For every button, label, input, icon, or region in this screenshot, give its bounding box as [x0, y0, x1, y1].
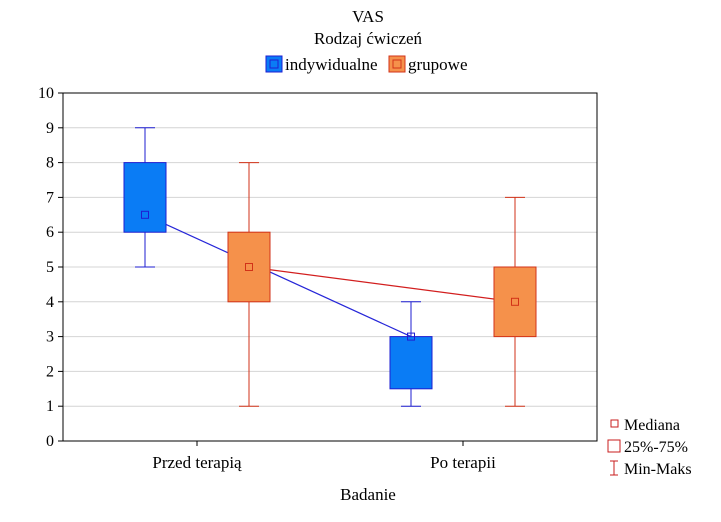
stat-legend: Mediana 25%-75% Min-Maks: [607, 417, 692, 478]
median-marker-indywidualne: [407, 332, 415, 341]
legend-swatch-grupowe: [388, 55, 406, 73]
minmax-legend-icon: [610, 460, 618, 476]
median-marker-grupowe: [511, 297, 519, 306]
y-tick-label: 3: [46, 329, 54, 346]
legend-label-indywidualne: indywidualne: [285, 55, 378, 74]
box-grupowe: [227, 231, 271, 303]
y-tick-label: 6: [46, 224, 54, 241]
y-tick-label: 1: [46, 398, 54, 415]
box-indywidualne: [389, 336, 433, 390]
y-tick-label: 9: [46, 120, 54, 137]
median-marker-grupowe: [245, 263, 253, 271]
median-legend-icon: [610, 419, 619, 428]
y-tick-label: 7: [46, 189, 54, 206]
minmax-legend-label: Min-Maks: [624, 461, 692, 478]
boxes: [123, 127, 537, 407]
y-tick-label: 8: [46, 155, 54, 172]
x-axis-label: Badanie: [340, 485, 396, 504]
y-tick-label: 2: [46, 363, 54, 380]
legend-swatch-inner-indywidualne: [269, 59, 279, 69]
legend-swatch-indywidualne: [265, 55, 283, 73]
median-markers: [141, 210, 519, 341]
x-tick-label: Przed terapią: [152, 453, 242, 472]
y-axis-ticks: 0 1 2 3 4 5 6 7 8 9 10: [38, 85, 63, 450]
box-grupowe: [493, 266, 537, 338]
median-legend-label: Mediana: [624, 417, 680, 434]
median-line-grupowe: [248, 266, 516, 303]
legend-label-grupowe: grupowe: [408, 55, 467, 74]
chart-subtitle: Rodzaj ćwiczeń: [314, 29, 423, 48]
x-axis-ticks: Przed terapią Po terapii: [152, 441, 496, 472]
quartile-legend-label: 25%-75%: [624, 439, 688, 456]
median-lines: [144, 214, 516, 338]
series-legend: indywidualne grupowe: [265, 55, 467, 74]
chart-title: VAS: [352, 7, 384, 26]
y-tick-label: 4: [46, 294, 54, 311]
box-indywidualne: [123, 162, 167, 233]
legend-swatch-inner-grupowe: [392, 59, 402, 69]
plot-frame: [62, 92, 598, 442]
x-tick-label: Po terapii: [430, 453, 496, 472]
y-tick-label: 5: [46, 259, 54, 276]
median-marker-indywidualne: [141, 210, 149, 219]
y-tick-label: 0: [46, 433, 54, 450]
quartile-legend-icon: [607, 439, 621, 453]
y-tick-label: 10: [38, 85, 54, 102]
median-line-indywidualne: [144, 214, 412, 338]
